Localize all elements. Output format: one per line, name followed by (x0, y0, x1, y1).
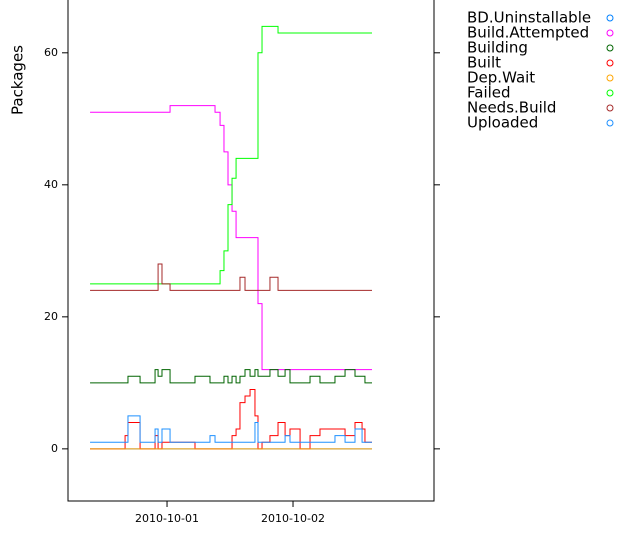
series-line (90, 415, 373, 443)
series-line (90, 369, 373, 384)
legend-label: Failed (467, 84, 511, 102)
legend-label: Dep.Wait (467, 69, 535, 87)
series-line (90, 263, 373, 291)
y-tick-label: 60 (44, 46, 58, 59)
series-line (90, 105, 373, 371)
legend-marker (606, 44, 614, 52)
series-line (90, 25, 373, 285)
legend-marker (606, 74, 614, 82)
x-tick-label: 2010-10-02 (261, 512, 325, 525)
series-line (90, 388, 373, 450)
legend-marker (606, 29, 614, 37)
plot-frame (67, 0, 435, 502)
legend-label: Needs.Build (467, 99, 556, 117)
legend-marker (606, 104, 614, 112)
y-tick-label: 20 (44, 310, 58, 323)
legend-label: Building (467, 39, 528, 57)
legend-label: Built (467, 54, 501, 72)
legend-label: BD.Uninstallable (467, 9, 591, 27)
y-tick-label: 0 (51, 442, 58, 455)
x-tick-label: 2010-10-01 (135, 512, 199, 525)
legend-marker (606, 59, 614, 67)
y-tick-label: 40 (44, 178, 58, 191)
legend-marker (606, 14, 614, 22)
legend-marker (606, 89, 614, 97)
y-axis-label: Packages (9, 45, 27, 115)
legend-label: Uploaded (467, 114, 538, 132)
legend-label: Build.Attempted (467, 24, 589, 42)
legend-marker (606, 119, 614, 127)
